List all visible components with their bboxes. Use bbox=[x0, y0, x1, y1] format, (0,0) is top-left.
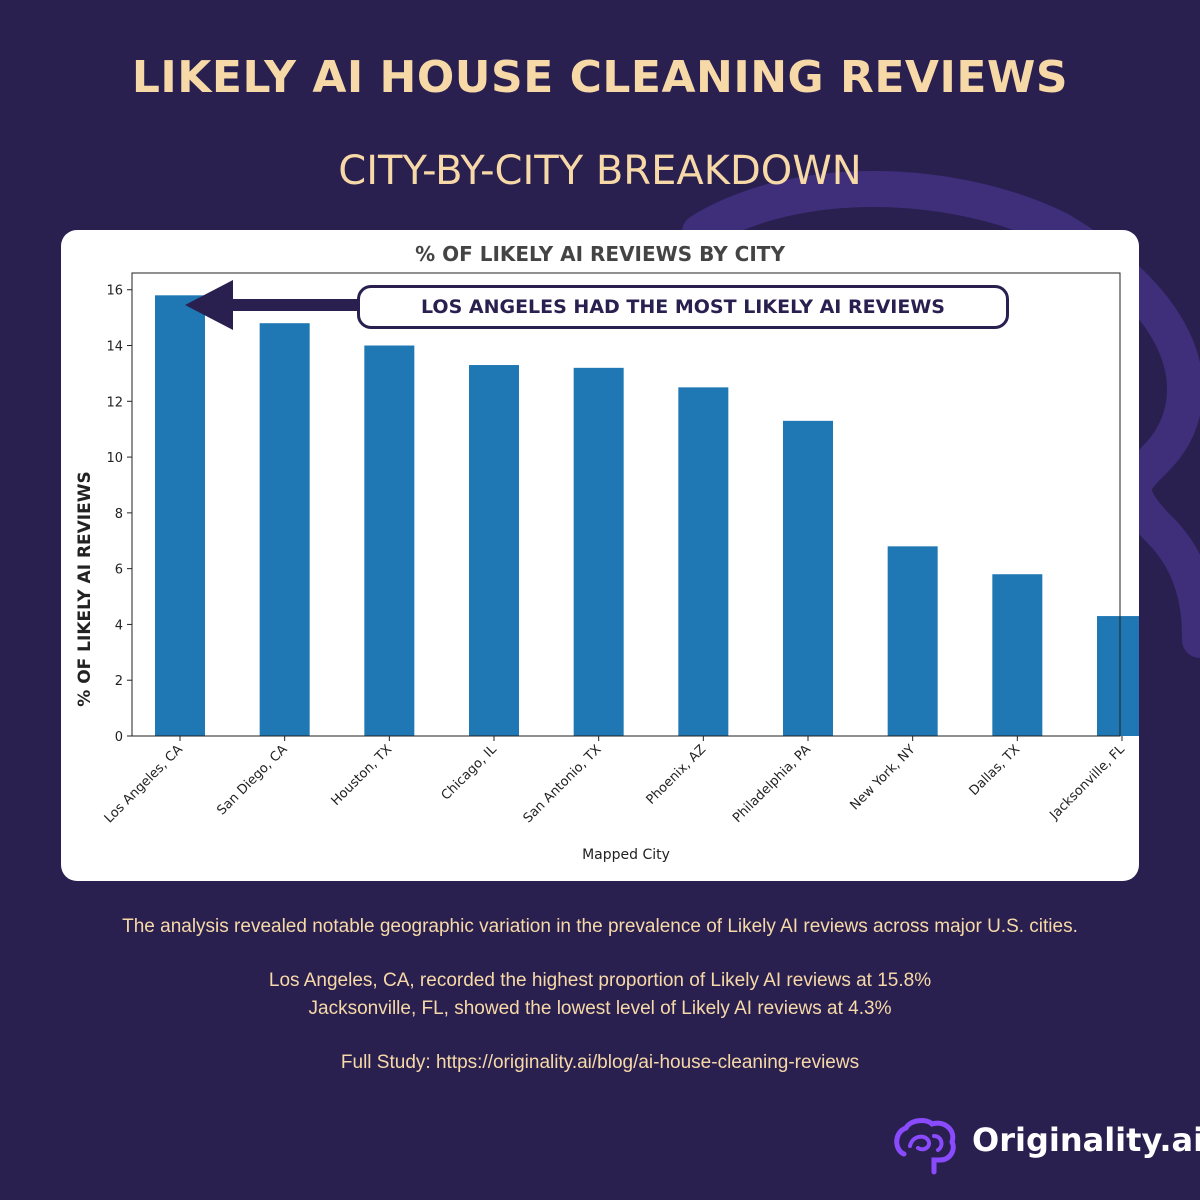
y-tick-label-1: 2 bbox=[115, 674, 123, 689]
x-tick-label-4: San Antonio, TX bbox=[521, 742, 605, 826]
bar-3 bbox=[469, 365, 519, 736]
bar-4 bbox=[573, 367, 624, 736]
x-axis-label: Mapped City bbox=[582, 847, 670, 863]
x-tick-label-0: Los Angeles, CA bbox=[102, 742, 186, 826]
highest-text: Los Angeles, CA, recorded the highest pr… bbox=[268, 970, 932, 991]
y-axis-label: % OF LIKELY AI REVIEWS bbox=[75, 471, 95, 707]
bars-layer bbox=[155, 295, 1139, 736]
bar-9 bbox=[1097, 616, 1139, 736]
x-tick-label-1: San Diego, CA bbox=[214, 742, 290, 818]
y-tick-label-6: 12 bbox=[106, 395, 123, 410]
lowest-text: Jacksonville, FL, showed the lowest leve… bbox=[308, 998, 892, 1019]
page-title: LIKELY AI HOUSE CLEANING REVIEWS bbox=[131, 52, 1069, 103]
y-tick-label-8: 16 bbox=[106, 284, 123, 299]
page-subtitle: CITY-BY-CITY BREAKDOWN bbox=[338, 148, 862, 194]
bar-1 bbox=[259, 323, 310, 736]
bar-7 bbox=[887, 546, 938, 736]
chart-title: % OF LIKELY AI REVIEWS BY CITY bbox=[415, 242, 785, 266]
y-tick-label-4: 8 bbox=[115, 507, 123, 522]
plot-frame bbox=[131, 272, 1121, 737]
bar-5 bbox=[678, 387, 729, 736]
x-tick-label-3: Chicago, IL bbox=[439, 742, 501, 804]
study-link[interactable]: Full Study: https://originality.ai/blog/… bbox=[340, 1052, 860, 1073]
brand-name: Originality.ai bbox=[972, 1121, 1200, 1159]
x-tick-label-5: Phoenix, AZ bbox=[644, 742, 710, 808]
bar-2 bbox=[364, 345, 415, 736]
x-tick-label-9: Jacksonville, FL bbox=[1047, 742, 1129, 824]
bar-6 bbox=[783, 420, 833, 736]
x-tick-label-8: Dallas, TX bbox=[967, 742, 1024, 799]
annotation-callout: LOS ANGELES HAD THE MOST LIKELY AI REVIE… bbox=[357, 285, 1009, 329]
intro-text: The analysis revealed notable geographic… bbox=[122, 916, 1078, 937]
bar-8 bbox=[992, 574, 1043, 736]
arrow-annotation bbox=[185, 280, 359, 330]
x-tick-label-7: New York, NY bbox=[847, 742, 918, 813]
chart-card: % OF LIKELY AI REVIEWS BY CITY 0 2 4 6 8 10 12… bbox=[61, 230, 1139, 881]
y-ticks-layer: 0 2 4 6 8 10 12 14 16 bbox=[106, 284, 132, 745]
y-tick-label-3: 6 bbox=[115, 563, 123, 578]
brain-icon bbox=[894, 1118, 956, 1175]
y-tick-label-2: 4 bbox=[115, 618, 123, 633]
x-tick-label-6: Philadelphia, PA bbox=[730, 742, 814, 826]
y-tick-label-0: 0 bbox=[115, 730, 123, 745]
x-tick-label-2: Houston, TX bbox=[329, 742, 396, 809]
x-ticks-layer: Los Angeles, CA San Diego, CA Houston, TX C… bbox=[102, 736, 1129, 826]
bar-0 bbox=[155, 295, 205, 736]
y-tick-label-5: 10 bbox=[106, 451, 123, 466]
bar-chart: % OF LIKELY AI REVIEWS BY CITY 0 2 4 6 8 10 12… bbox=[75, 242, 1139, 863]
y-tick-label-7: 14 bbox=[106, 340, 123, 355]
